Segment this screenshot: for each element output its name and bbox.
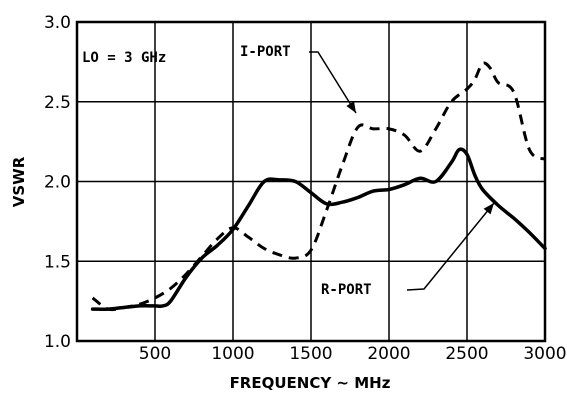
y-tick-label: 2.5 [44, 93, 71, 113]
x-tick-label: 3000 [523, 344, 566, 364]
y-tick-label: 1.0 [44, 332, 71, 352]
x-axis-label: FREQUENCY ~ MHz [230, 374, 391, 392]
y-axis-label: VSWR [10, 156, 28, 207]
x-tick-label: 2500 [445, 344, 488, 364]
y-tick-label: 3.0 [44, 13, 71, 33]
r-port-label: R-PORT [321, 282, 372, 298]
x-tick-label: 2000 [367, 344, 410, 364]
grid-lines [77, 22, 545, 341]
y-tick-label: 1.5 [44, 252, 71, 272]
tick-labels: 500 1000 1500 2000 2500 3000 1.0 1.5 2.0 2.5 3.0 [44, 13, 567, 364]
r-port-line [90, 147, 547, 311]
i-port-label: I-PORT [240, 44, 291, 60]
series-lines [90, 61, 547, 312]
y-tick-label: 2.0 [44, 173, 71, 193]
annotation-arrows [309, 51, 495, 291]
x-tick-label: 1500 [289, 344, 332, 364]
i-port-line [91, 61, 546, 312]
x-tick-label: 1000 [211, 344, 254, 364]
condition-annotation: LO = 3 GHz [82, 50, 166, 66]
plot-frame [75, 20, 547, 343]
r-port-arrow [406, 202, 495, 291]
x-tick-label: 500 [139, 344, 171, 364]
i-port-arrow [309, 51, 357, 114]
